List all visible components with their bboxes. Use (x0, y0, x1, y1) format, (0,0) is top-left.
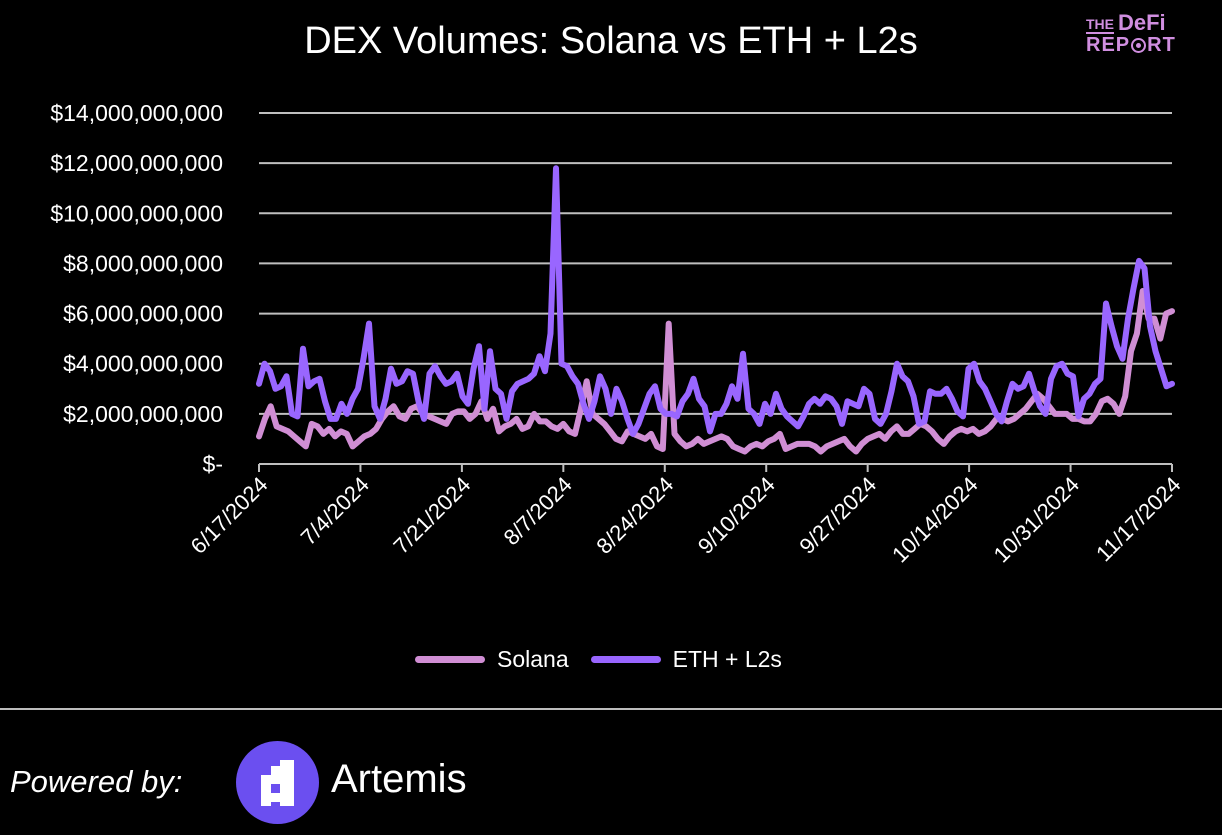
y-tick-label: $- (203, 451, 223, 477)
x-tick-label: 11/17/2024 (1091, 472, 1185, 566)
y-tick-label: $10,000,000,000 (50, 200, 223, 226)
solana-swatch-icon (415, 656, 485, 663)
x-tick-label: 9/10/2024 (693, 472, 780, 559)
x-tick-label: 8/7/2024 (499, 472, 577, 550)
x-tick-label: 8/24/2024 (591, 472, 678, 559)
brand-report-pre: REP (1086, 34, 1131, 56)
y-tick-label: $12,000,000,000 (50, 150, 223, 176)
series-line-eth-l2s (256, 165, 1175, 437)
defi-report-logo: THE DeFi REP RT (1086, 12, 1196, 55)
series-line-solana (256, 288, 1175, 455)
artemis-logo-icon (236, 741, 319, 824)
brand-the: THE (1086, 16, 1114, 34)
x-axis: 6/17/2024 7/4/2024 7/21/2024 8/7/2024 8/24/2… (186, 463, 1186, 568)
brand-defi: DeFi (1118, 10, 1166, 35)
y-tick-label: $8,000,000,000 (63, 250, 223, 276)
legend-item-eth[interactable]: ETH + L2s (590, 646, 782, 673)
y-tick-label: $14,000,000,000 (50, 100, 223, 126)
data-series (256, 165, 1175, 455)
legend-label-eth: ETH + L2s (672, 646, 782, 672)
x-tick-label: 9/27/2024 (794, 472, 881, 559)
footer-divider (0, 708, 1222, 710)
legend-label-solana: Solana (497, 646, 569, 672)
gridlines (259, 112, 1172, 415)
x-tick-label: 7/4/2024 (296, 472, 374, 550)
chart-title: DEX Volumes: Solana vs ETH + L2s (304, 20, 918, 62)
x-tick-label: 6/17/2024 (186, 472, 273, 559)
legend: Solana ETH + L2s (415, 646, 782, 673)
legend-item-solana[interactable]: Solana (415, 646, 569, 673)
eth-swatch-icon (590, 656, 661, 663)
y-tick-label: $4,000,000,000 (63, 351, 223, 377)
powered-by-text: Powered by: (10, 764, 183, 799)
y-tick-label: $2,000,000,000 (63, 401, 223, 427)
artemis-wordmark: Artemis (331, 757, 467, 801)
x-tick-label: 10/31/2024 (989, 472, 1085, 568)
y-axis-labels: $- $2,000,000,000 $4,000,000,000 $6,000,000… (50, 100, 223, 477)
y-tick-label: $6,000,000,000 (63, 301, 223, 327)
x-tick-label: 10/14/2024 (887, 472, 983, 568)
line-chart: $- $2,000,000,000 $4,000,000,000 $6,000,000… (50, 100, 1186, 568)
brand-report-post: RT (1147, 34, 1176, 56)
x-tick-label: 7/21/2024 (389, 472, 476, 559)
target-icon (1131, 37, 1147, 53)
